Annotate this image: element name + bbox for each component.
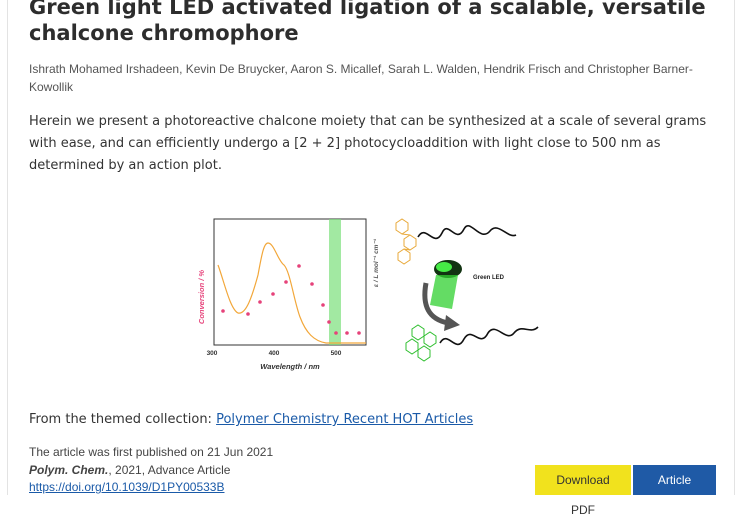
download-pdf-button[interactable]: Download PDF: [535, 465, 631, 517]
polymer-chain-top: [417, 225, 517, 240]
x-tick-400: 400: [269, 350, 280, 357]
green-wavelength-band: [329, 219, 341, 345]
author-list: Ishrath Mohamed Irshadeen, Kevin De Bruy…: [29, 60, 719, 96]
x-tick-500: 500: [331, 350, 342, 357]
green-light-beam: [430, 275, 458, 309]
data-point: [284, 280, 288, 284]
plot-frame: [213, 218, 367, 346]
led-glow-icon: [436, 262, 452, 272]
article-card: [7, 0, 735, 495]
collection-link[interactable]: Polymer Chemistry Recent HOT Articles: [216, 412, 474, 427]
data-point: [357, 331, 361, 335]
article-title-line2[interactable]: chalcone chromophore: [29, 21, 299, 45]
graphical-abstract: Conversion / % ε / L mol⁻¹ cm⁻¹ 300 400 …: [190, 205, 560, 385]
x-axis-label: Wavelength / nm: [260, 362, 320, 371]
data-point: [246, 312, 250, 316]
polymer-chain-bottom: [439, 326, 539, 346]
themed-collection: From the themed collection: Polymer Chem…: [29, 412, 473, 427]
data-point: [327, 320, 331, 324]
citation: Polym. Chem., 2021, Advance Article: [29, 462, 273, 480]
data-point: [345, 331, 349, 335]
absorbance-curve: [217, 242, 366, 344]
article-title-line1[interactable]: Green light LED activated ligation of a …: [29, 0, 706, 19]
data-point: [321, 303, 325, 307]
reaction-arrow-head: [444, 315, 460, 331]
chalcone-molecule-icon: [395, 218, 417, 265]
data-point: [221, 309, 225, 313]
authors-line1: Ishrath Mohamed Irshadeen, Kevin De Bruy…: [29, 62, 693, 76]
reaction-arrow: [422, 282, 449, 326]
y-axis-label-left: Conversion / %: [197, 270, 206, 325]
led-label: Green LED: [473, 275, 505, 281]
authors-line2: Kowollik: [29, 80, 74, 94]
citation-details: , 2021, Advance Article: [108, 462, 231, 477]
article-meta: The article was first published on 21 Ju…: [29, 444, 273, 497]
x-tick-300: 300: [207, 350, 218, 357]
data-point: [297, 264, 301, 268]
article-html-button[interactable]: Article HTML: [633, 465, 716, 517]
graphical-abstract-svg: Conversion / % ε / L mol⁻¹ cm⁻¹ 300 400 …: [197, 218, 539, 371]
journal-name: Polym. Chem.: [29, 462, 109, 477]
conversion-points: [221, 264, 361, 335]
data-point: [310, 282, 314, 286]
cycloadduct-molecule-icon: [405, 324, 437, 362]
article-title[interactable]: Green light LED activated ligation of a …: [29, 0, 719, 46]
publication-date: The article was first published on 21 Ju…: [29, 445, 274, 459]
doi-link[interactable]: https://doi.org/10.1039/D1PY00533B: [29, 480, 225, 494]
collection-prefix: From the themed collection:: [29, 412, 217, 427]
y-axis-label-right: ε / L mol⁻¹ cm⁻¹: [373, 238, 380, 287]
data-point: [271, 292, 275, 296]
abstract-text: Herein we present a photoreactive chalco…: [29, 114, 707, 173]
data-point: [258, 300, 262, 304]
data-point: [334, 331, 338, 335]
